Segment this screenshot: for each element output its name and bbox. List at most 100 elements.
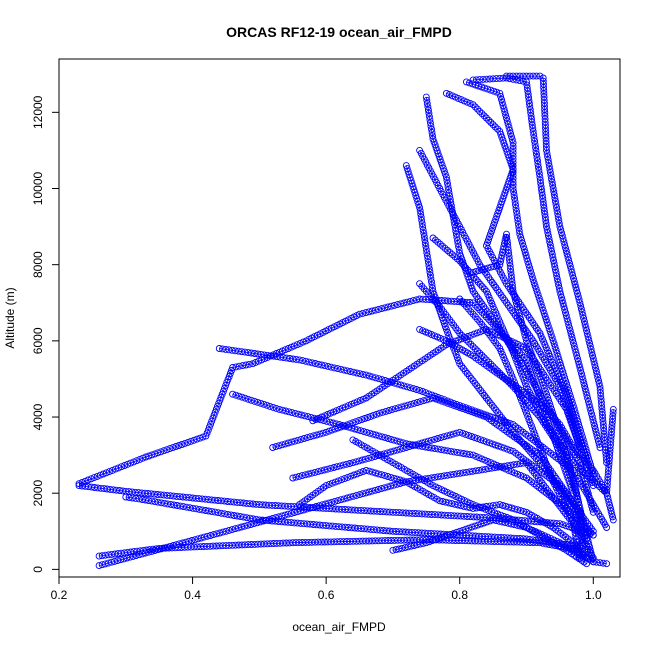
data-point xyxy=(588,502,596,510)
data-point xyxy=(515,227,523,235)
data-point xyxy=(468,406,476,414)
data-point xyxy=(222,345,230,353)
data-point xyxy=(353,369,361,377)
data-point xyxy=(514,306,522,314)
data-point xyxy=(440,472,448,480)
data-point xyxy=(548,475,556,483)
data-point xyxy=(358,456,366,464)
data-point xyxy=(548,178,556,186)
data-point xyxy=(534,291,542,299)
data-point xyxy=(493,88,501,96)
data-point xyxy=(281,346,289,354)
data-point xyxy=(328,426,336,434)
data-point xyxy=(228,526,236,534)
data-point xyxy=(522,397,529,405)
data-point xyxy=(398,403,406,411)
data-point xyxy=(176,502,184,510)
series-track xyxy=(95,459,584,570)
data-point xyxy=(577,427,584,434)
data-point xyxy=(404,401,412,409)
data-point xyxy=(466,279,474,286)
data-point xyxy=(98,552,106,560)
data-point xyxy=(574,417,582,425)
data-point xyxy=(527,267,534,275)
data-point xyxy=(424,258,432,266)
data-point xyxy=(553,207,561,215)
series-track xyxy=(422,93,597,516)
data-point xyxy=(406,384,414,392)
data-point xyxy=(244,521,252,529)
data-point xyxy=(489,363,497,371)
data-point xyxy=(340,366,348,374)
data-point xyxy=(547,472,555,479)
data-point xyxy=(108,466,116,474)
data-point xyxy=(388,406,396,414)
data-point xyxy=(562,522,570,530)
data-point xyxy=(407,177,415,185)
data-point xyxy=(273,353,281,361)
data-point xyxy=(459,403,467,411)
data-point xyxy=(459,429,467,437)
data-point xyxy=(327,464,335,472)
data-point xyxy=(558,389,566,397)
data-point xyxy=(132,552,140,559)
data-point xyxy=(458,332,466,339)
data-point xyxy=(420,229,428,237)
data-point xyxy=(294,436,302,444)
data-point xyxy=(376,409,384,417)
data-point xyxy=(410,186,418,194)
data-point xyxy=(531,431,539,439)
data-point xyxy=(289,474,297,482)
data-point xyxy=(482,114,490,122)
data-point xyxy=(487,230,494,238)
data-point xyxy=(494,415,502,423)
data-point xyxy=(381,434,389,442)
data-point xyxy=(343,494,351,502)
data-point xyxy=(485,439,493,447)
data-point xyxy=(516,312,524,320)
data-point xyxy=(478,110,486,118)
data-point xyxy=(506,126,514,134)
data-point xyxy=(419,223,427,231)
data-point xyxy=(518,236,526,244)
data-point xyxy=(485,507,492,514)
data-point xyxy=(360,525,368,533)
data-point xyxy=(241,348,249,356)
data-point xyxy=(235,362,243,370)
data-point xyxy=(607,431,615,439)
data-point xyxy=(537,300,545,308)
data-point xyxy=(362,466,370,474)
data-point xyxy=(389,508,397,516)
data-point xyxy=(203,532,211,540)
data-point xyxy=(514,217,522,225)
data-point xyxy=(299,338,307,346)
data-point xyxy=(595,376,602,384)
data-point xyxy=(505,123,513,131)
data-point xyxy=(575,420,583,428)
data-point xyxy=(580,314,588,322)
data-point xyxy=(333,463,341,471)
data-point xyxy=(438,161,446,169)
data-point xyxy=(251,350,258,357)
data-point xyxy=(450,399,457,407)
data-point xyxy=(337,496,345,504)
data-point xyxy=(346,368,354,375)
data-point xyxy=(433,147,441,155)
data-point xyxy=(299,357,307,365)
data-point xyxy=(519,239,526,247)
data-point xyxy=(557,447,565,454)
data-markers xyxy=(75,72,617,570)
data-point xyxy=(227,498,235,506)
data-point xyxy=(593,558,601,566)
data-point xyxy=(591,361,599,369)
data-point xyxy=(425,109,433,117)
data-point xyxy=(428,125,435,133)
data-point xyxy=(454,94,462,102)
data-point xyxy=(574,463,582,471)
data-point xyxy=(228,346,236,354)
data-point xyxy=(490,221,498,229)
data-point xyxy=(586,474,594,482)
data-point xyxy=(401,402,409,410)
data-point xyxy=(514,220,522,228)
data-point xyxy=(503,514,511,521)
